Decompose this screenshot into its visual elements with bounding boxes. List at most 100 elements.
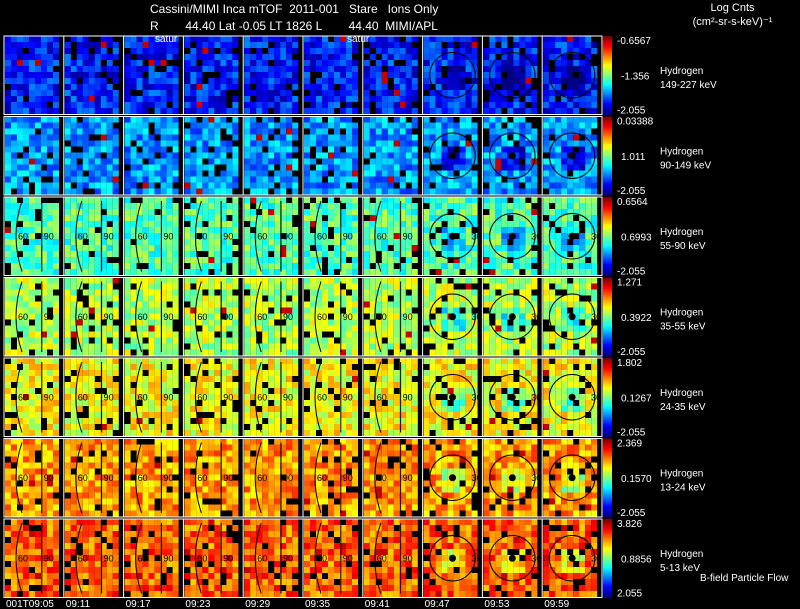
- heatmap-cell: [82, 146, 89, 153]
- heatmap-cell: [328, 289, 334, 296]
- heatmap-cell: [166, 313, 173, 320]
- heatmap-cell: [573, 108, 580, 114]
- heatmap-cell: [381, 263, 388, 269]
- heatmap-cell: [304, 257, 310, 263]
- heatmap-cell: [507, 164, 514, 171]
- heatmap-cell: [549, 263, 556, 269]
- heatmap-cell: [94, 42, 101, 48]
- heatmap-cell: [322, 140, 328, 147]
- heatmap-cell: [399, 197, 406, 203]
- heatmap-cell: [184, 331, 191, 338]
- heatmap-cell: [53, 48, 59, 54]
- heatmap-cell: [35, 60, 41, 66]
- pitch-angle-label: 60: [138, 312, 148, 322]
- heatmap-cell: [405, 66, 412, 72]
- heatmap-cell: [543, 221, 550, 227]
- heatmap-cell: [483, 343, 490, 350]
- heatmap-cell: [274, 170, 281, 177]
- heatmap-cell: [453, 269, 460, 275]
- heatmap-cell: [549, 257, 556, 263]
- heatmap-cell: [23, 337, 29, 344]
- heatmap-cell: [543, 197, 550, 203]
- heatmap-cell: [381, 146, 388, 153]
- heatmap-cell: [154, 358, 161, 364]
- heatmap-cell: [591, 221, 598, 227]
- heatmap-cell: [453, 122, 460, 129]
- heatmap-cell: [106, 84, 113, 90]
- heatmap-cell: [507, 301, 514, 308]
- heatmap-cell: [579, 146, 586, 153]
- heatmap-cell: [220, 412, 227, 418]
- heatmap-cell: [53, 96, 59, 102]
- heatmap-cell: [274, 325, 281, 332]
- heatmap-cell: [148, 263, 155, 269]
- heatmap-cell: [471, 122, 478, 129]
- heatmap-cell: [286, 122, 293, 129]
- heatmap-cell: [411, 319, 418, 326]
- heatmap-cell: [483, 116, 490, 123]
- heatmap-cell: [399, 146, 406, 153]
- heatmap-cell: [244, 197, 251, 203]
- colorbar-segment: [603, 328, 612, 332]
- heatmap-cell: [573, 263, 580, 269]
- heatmap-cell: [220, 394, 227, 400]
- colorbar-segment: [603, 198, 612, 202]
- heatmap-cell: [41, 140, 47, 147]
- heatmap-cell: [280, 128, 287, 135]
- heatmap-cell: [423, 263, 430, 269]
- heatmap-cell: [399, 90, 406, 96]
- heatmap-cell: [208, 176, 215, 183]
- heatmap-cell: [64, 400, 71, 406]
- heatmap-cell: [573, 197, 580, 203]
- heatmap-cell: [286, 251, 293, 257]
- heatmap-cell: [106, 406, 113, 412]
- heatmap-cell: [501, 277, 508, 284]
- heatmap-cell: [82, 424, 89, 430]
- heatmap-cell: [64, 188, 71, 195]
- heatmap-cell: [393, 269, 400, 275]
- colorbar-segment: [603, 249, 612, 253]
- heatmap-cell: [106, 233, 113, 239]
- heatmap-cell: [70, 406, 77, 412]
- heatmap-cell: [465, 245, 472, 251]
- heatmap-cell: [262, 102, 269, 108]
- heatmap-cell: [531, 313, 538, 320]
- heatmap-cell: [375, 84, 382, 90]
- heatmap-cell: [549, 72, 556, 78]
- heatmap-cell: [100, 313, 107, 320]
- heatmap-cell: [399, 283, 406, 290]
- heatmap-cell: [226, 349, 233, 356]
- heatmap-cell: [567, 122, 574, 129]
- heatmap-cell: [232, 152, 239, 159]
- heatmap-cell: [11, 209, 17, 215]
- colorbar-segment: [603, 340, 612, 343]
- heatmap-cell: [465, 349, 472, 356]
- heatmap-cell: [495, 48, 502, 54]
- heatmap-cell: [76, 337, 83, 344]
- heatmap-cell: [29, 146, 35, 153]
- heatmap-cell: [381, 307, 388, 314]
- field-circle-outline: [429, 293, 476, 340]
- heatmap-cell: [316, 331, 322, 338]
- heatmap-cell: [232, 233, 239, 239]
- heatmap-cell: [286, 140, 293, 147]
- heatmap-cell: [256, 313, 263, 320]
- heatmap-cell: [525, 343, 532, 350]
- heatmap-cell: [280, 116, 287, 123]
- heatmap-cell: [112, 108, 119, 114]
- heatmap-cell: [423, 227, 430, 233]
- heatmap-cell: [387, 164, 394, 171]
- heatmap-cell: [64, 227, 71, 233]
- heatmap-cell: [232, 36, 239, 42]
- heatmap-cell: [334, 233, 340, 239]
- heatmap-cell: [250, 358, 257, 364]
- heatmap-cell: [53, 176, 59, 183]
- heatmap-cell: [29, 412, 35, 418]
- heatmap-cell: [393, 140, 400, 147]
- heatmap-cell: [172, 245, 179, 251]
- heatmap-cell: [435, 122, 442, 129]
- heatmap-cell: [268, 164, 275, 171]
- heatmap-cell: [23, 203, 29, 209]
- heatmap-cell: [232, 337, 239, 344]
- heatmap-cell: [286, 245, 293, 251]
